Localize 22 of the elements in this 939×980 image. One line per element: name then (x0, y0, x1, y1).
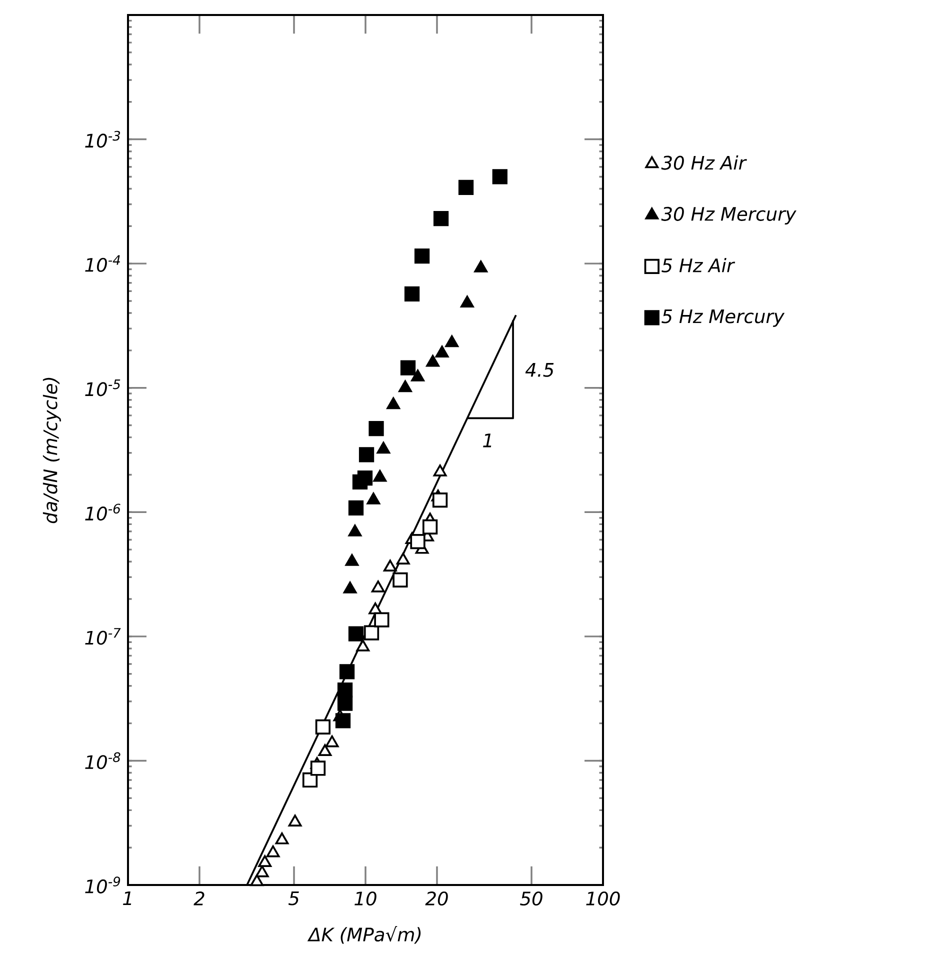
legend-label: 5 Hz Air (662, 258, 736, 272)
x-tick-label: 50 (520, 891, 542, 906)
x-tick-label: 5 (288, 891, 299, 906)
y-tick-label: 10$^{-8}$ (85, 752, 120, 770)
y-tick-label: 10$^{-9}$ (85, 876, 120, 894)
y-tick-label: 10$^{-3}$ (85, 130, 120, 148)
x-tick-label: 100 (586, 891, 620, 906)
x-tick-label: 1 (123, 891, 132, 906)
y-tick-label: 10$^{-7}$ (85, 628, 121, 645)
y-tick-label: 10$^{-4}$ (85, 255, 120, 272)
annotation: 4.5 (525, 363, 554, 377)
x-tick-label: 10 (354, 891, 376, 906)
y-tick-label: 10$^{-5}$ (85, 380, 120, 396)
legend-label: 30 Hz Air (661, 155, 747, 170)
x-tick-label: 2 (194, 891, 204, 906)
x-tick-label: 20 (425, 891, 448, 906)
y-axis-title: da/dN (m/cycle) (42, 378, 61, 524)
y-tick-label: 10$^{-6}$ (85, 504, 120, 521)
annotation: 1 (483, 434, 492, 448)
x-axis-title: ΔK (MPa√m) (307, 926, 421, 944)
legend-label: 30 Hz Mercury (661, 206, 796, 225)
legend-label: 5 Hz Mercury (662, 309, 785, 327)
